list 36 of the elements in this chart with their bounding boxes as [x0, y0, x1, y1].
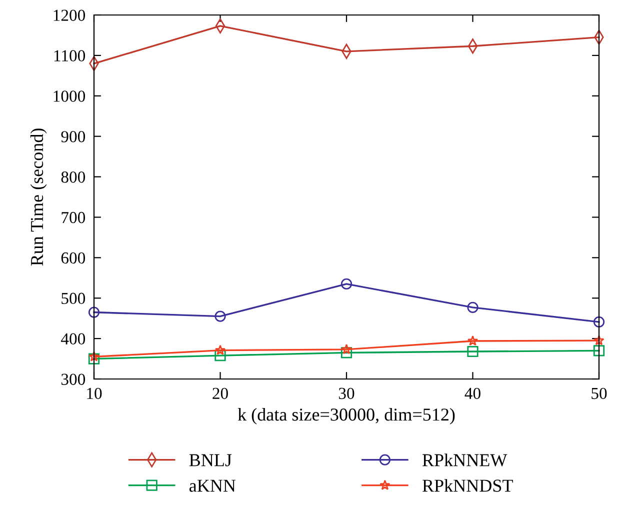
- point: [593, 345, 605, 356]
- y-tick-label: 800: [61, 171, 86, 183]
- point: [467, 335, 478, 346]
- point: [88, 351, 100, 362]
- legend-label: BNLJ: [189, 454, 232, 466]
- point: [594, 335, 604, 346]
- y-tick-label: 300: [61, 374, 86, 385]
- point: [88, 306, 100, 318]
- point: [593, 316, 605, 328]
- y-tick-label: 400: [60, 333, 86, 344]
- point: [214, 350, 226, 362]
- y-tick-label: 1000: [54, 90, 86, 102]
- y-tick-label: 600: [61, 252, 86, 264]
- y-tick-label: 1200: [54, 10, 86, 21]
- x-tick-label: 40: [464, 388, 480, 400]
- point: [340, 278, 352, 290]
- legend-label: aKNN: [189, 480, 236, 492]
- x-axis-title: k (data size=30000, dim=512): [238, 408, 455, 424]
- point: [88, 353, 100, 364]
- legend-label: RPkNNEW: [422, 454, 508, 466]
- x-tick-label: 50: [592, 388, 607, 400]
- point: [214, 310, 226, 322]
- x-tick-label: 20: [212, 388, 228, 400]
- point: [214, 344, 226, 355]
- y-axis-title: Run Time (second): [30, 128, 47, 266]
- y-tick-label: 1100: [54, 50, 86, 62]
- x-tick-label: 30: [338, 388, 354, 400]
- x-tick-label: 10: [87, 388, 102, 400]
- point: [341, 344, 352, 354]
- y-tick-label: 700: [62, 212, 86, 224]
- point: [467, 346, 478, 358]
- point: [467, 302, 478, 313]
- y-tick-label: 500: [62, 292, 86, 304]
- legend-label: RPkNNDST: [422, 479, 513, 492]
- y-tick-label: 900: [61, 131, 86, 142]
- point: [340, 347, 352, 358]
